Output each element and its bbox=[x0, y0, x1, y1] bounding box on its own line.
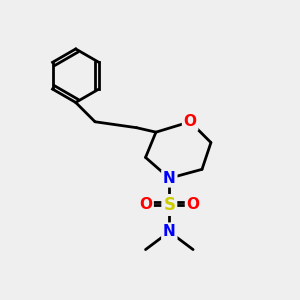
Text: N: N bbox=[163, 171, 176, 186]
Text: N: N bbox=[163, 224, 176, 239]
Text: O: O bbox=[184, 114, 196, 129]
Text: O: O bbox=[187, 197, 200, 212]
Text: S: S bbox=[163, 196, 175, 214]
Text: O: O bbox=[139, 197, 152, 212]
